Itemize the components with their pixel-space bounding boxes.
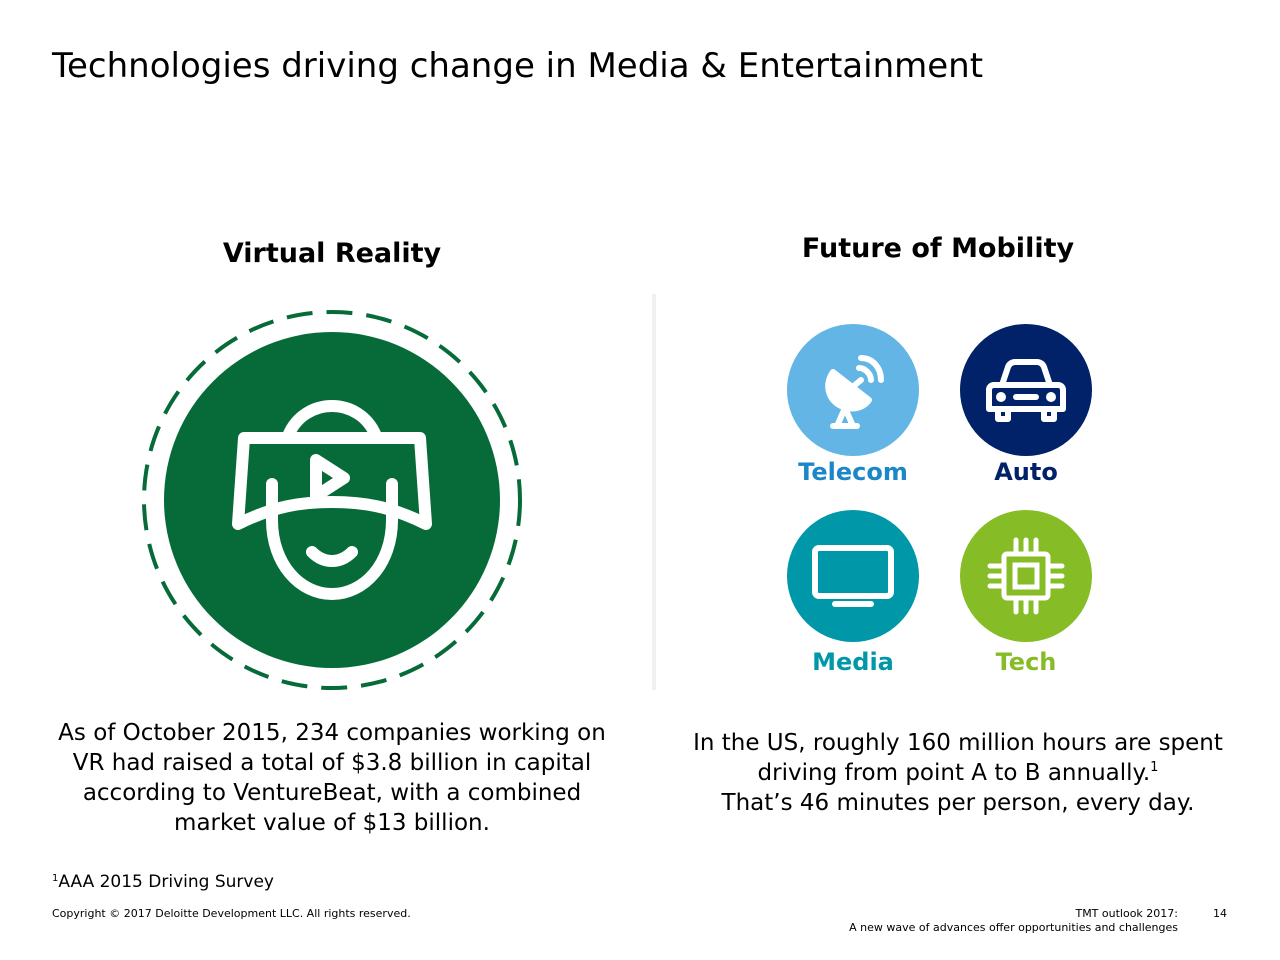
tech-label: Tech (995, 648, 1057, 676)
document-title-line1: TMT outlook 2017: (1075, 907, 1178, 920)
copyright-notice: Copyright © 2017 Deloitte Development LL… (52, 907, 411, 920)
auto-label: Auto (994, 458, 1058, 486)
vr-description: As of October 2015, 234 companies workin… (58, 720, 606, 836)
mobility-description-text: In the US, roughly 160 million hours are… (693, 730, 1223, 786)
telecom-label: Telecom (798, 458, 908, 486)
footnote-marker: 1 (52, 873, 59, 884)
satellite-dish-icon (825, 355, 884, 429)
column-divider (652, 294, 656, 690)
vr-heading: Virtual Reality (222, 238, 442, 269)
vr-graphic (140, 308, 524, 692)
microchip-icon (987, 537, 1065, 615)
telecom-icon-circle (787, 324, 919, 456)
tech-icon-circle (960, 510, 1092, 642)
mobility-heading: Future of Mobility (801, 233, 1075, 264)
television-icon (812, 545, 894, 607)
car-icon (986, 359, 1066, 422)
page-title: Technologies driving change in Media & E… (52, 46, 984, 86)
vr-headset-icon (142, 310, 522, 690)
document-title-line2: A new wave of advances offer opportuniti… (849, 921, 1178, 934)
footnote-text: AAA 2015 Driving Survey (58, 872, 274, 892)
document-title: TMT outlook 2017: A new wave of advances… (849, 907, 1178, 935)
mobility-description: In the US, roughly 160 million hours are… (668, 728, 1248, 818)
footnote-reference: 1 (1150, 760, 1159, 775)
page-number: 14 (1213, 907, 1227, 920)
footnote: 1AAA 2015 Driving Survey (52, 871, 274, 893)
mobility-description-line2: That’s 46 minutes per person, every day. (721, 790, 1195, 816)
media-label: Media (812, 648, 894, 676)
media-icon-circle (787, 510, 919, 642)
auto-icon-circle (960, 324, 1092, 456)
